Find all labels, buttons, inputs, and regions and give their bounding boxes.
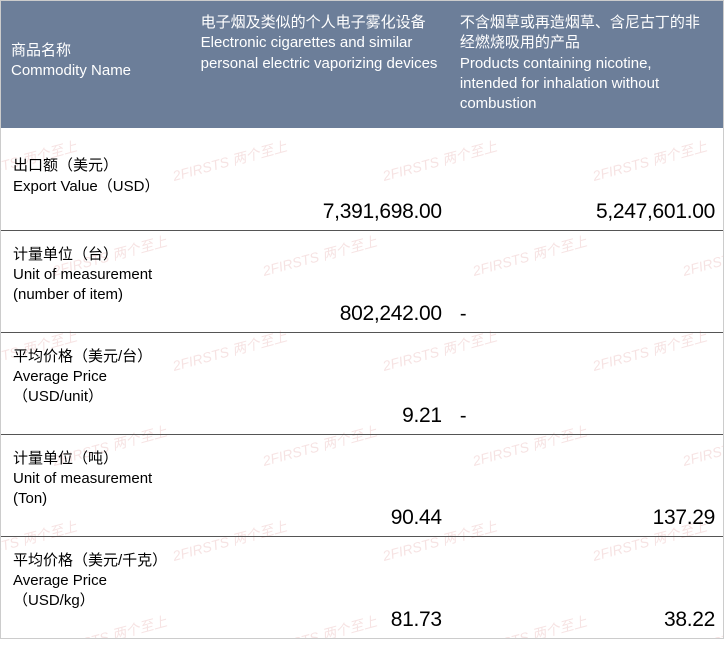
row-value-col3: 38.22 [450, 536, 723, 638]
header-col3-en: Products containing nicotine, intended f… [460, 54, 713, 115]
row-label-en: Export Value（USD） [13, 177, 183, 197]
row-value-col3: 137.29 [450, 434, 723, 536]
value-col3: 5,247,601.00 [596, 200, 715, 224]
row-label-en: Unit of measurement (number of item) [13, 265, 183, 306]
row-value-col3: - [450, 332, 723, 434]
row-label-cell: 计量单位（台）Unit of measurement (number of it… [1, 230, 191, 332]
row-label-zh: 计量单位（台） [13, 245, 183, 265]
header-col1-en: Commodity Name [11, 61, 181, 81]
header-col2-en: Electronic cigarettes and similar person… [201, 33, 440, 74]
value-col3: - [460, 405, 466, 428]
row-label-en: Average Price （USD/kg） [13, 571, 183, 612]
row-value-col2: 9.21 [191, 332, 450, 434]
table-row: 出口额（美元） Export Value（USD） 7,391,698.00 5,2… [1, 128, 723, 230]
row-value-col2: 90.44 [191, 434, 450, 536]
row-value-col2: 81.73 [191, 536, 450, 638]
value-col3: 137.29 [653, 506, 715, 530]
row-label-zh: 平均价格（美元/千克） [13, 551, 183, 571]
row-label-cell: 计量单位（吨）Unit of measurement (Ton) [1, 434, 191, 536]
value-col3: 38.22 [664, 608, 715, 632]
row-label-cell: 平均价格（美元/千克）Average Price （USD/kg） [1, 536, 191, 638]
header-nicotine-products: 不含烟草或再造烟草、含尼古丁的非经燃烧吸用的产品 Products contai… [450, 1, 723, 128]
header-col1-zh: 商品名称 [11, 41, 181, 61]
row-label-cell: 平均价格（美元/台）Average Price （USD/unit） [1, 332, 191, 434]
commodity-table: 商品名称 Commodity Name 电子烟及类似的个人电子雾化设备 Elec… [1, 1, 723, 638]
value-col2: 7,391,698.00 [323, 200, 442, 224]
value-col2: 9.21 [402, 404, 442, 428]
row-label-zh: 平均价格（美元/台） [13, 347, 183, 367]
row-value-col3: - [450, 230, 723, 332]
row-value-col3: 5,247,601.00 [450, 128, 723, 230]
row-label-zh: 计量单位（吨） [13, 449, 183, 469]
table-body: 出口额（美元） Export Value（USD） 7,391,698.00 5,2… [1, 128, 723, 638]
export-data-table-container: 2FIRSTS 两个至上2FIRSTS 两个至上2FIRSTS 两个至上2FIR… [0, 0, 724, 639]
row-value-col2: 7,391,698.00 [191, 128, 450, 230]
table-row: 平均价格（美元/千克）Average Price （USD/kg） 81.73 38… [1, 536, 723, 638]
row-value-col2: 802,242.00 [191, 230, 450, 332]
header-ecig: 电子烟及类似的个人电子雾化设备 Electronic cigarettes an… [191, 1, 450, 128]
value-col2: 81.73 [391, 608, 442, 632]
header-col2-zh: 电子烟及类似的个人电子雾化设备 [201, 13, 440, 33]
value-col3: - [460, 303, 466, 326]
row-label-en: Unit of measurement (Ton) [13, 469, 183, 510]
value-col2: 90.44 [391, 506, 442, 530]
row-label-zh: 出口额（美元） [13, 156, 183, 176]
value-col2: 802,242.00 [340, 302, 442, 326]
row-label-en: Average Price （USD/unit） [13, 367, 183, 408]
header-row: 商品名称 Commodity Name 电子烟及类似的个人电子雾化设备 Elec… [1, 1, 723, 128]
table-row: 计量单位（台）Unit of measurement (number of it… [1, 230, 723, 332]
header-commodity-name: 商品名称 Commodity Name [1, 1, 191, 128]
table-row: 计量单位（吨）Unit of measurement (Ton) 90.44 137… [1, 434, 723, 536]
header-col3-zh: 不含烟草或再造烟草、含尼古丁的非经燃烧吸用的产品 [460, 13, 713, 54]
row-label-cell: 出口额（美元） Export Value（USD） [1, 128, 191, 230]
table-row: 平均价格（美元/台）Average Price （USD/unit） 9.21- [1, 332, 723, 434]
